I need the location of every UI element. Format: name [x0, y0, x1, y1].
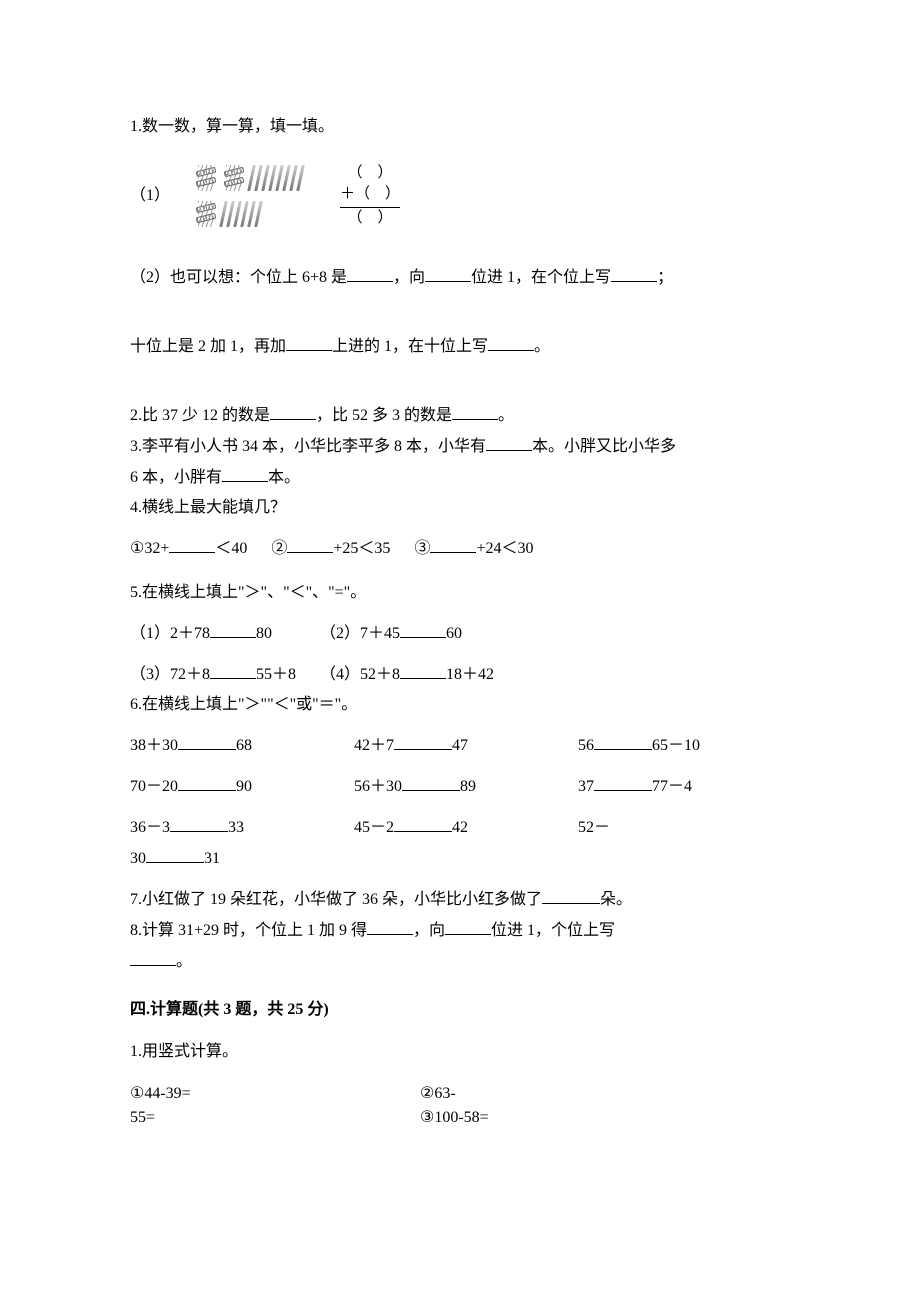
q6-row3b: 3031 — [130, 846, 790, 871]
q6-title: 6.在横线上填上"＞""＜"或"＝"。 — [130, 693, 790, 717]
fill-blank[interactable] — [400, 662, 446, 679]
fill-blank[interactable] — [222, 465, 268, 482]
q1-title: 1.数一数，算一算，填一填。 — [130, 115, 790, 139]
fill-blank[interactable] — [402, 774, 460, 791]
q8-line1: 8.计算 31+29 时，个位上 1 加 9 得，向位进 1，个位上写 — [130, 918, 790, 943]
bundle-icon — [194, 201, 218, 227]
fill-blank[interactable] — [270, 403, 316, 420]
paren-right: ） — [378, 210, 393, 226]
q5-row1: （1）2＋7880 （2）7＋4560 — [130, 621, 790, 646]
q6-row2: 70－2090 56＋3089 3777－4 — [130, 774, 790, 799]
fill-blank[interactable] — [594, 733, 652, 750]
q4-items: ①32+＜40 ②+25＜35 ③+24＜30 — [130, 536, 790, 561]
q1-sub1-num: （1） — [130, 184, 170, 208]
q7: 7.小红做了 19 朵红花，小华做了 36 朵，小华比小红多做了朵。 — [130, 887, 790, 912]
bundle-icon — [194, 165, 218, 191]
calc-item-1: ①44-39= — [130, 1082, 420, 1106]
q4-title: 4.横线上最大能填几？ — [130, 496, 790, 520]
fill-blank[interactable] — [394, 815, 452, 832]
q1-sub1: （1） （ ） ＋（ ） — [130, 163, 790, 229]
fill-blank[interactable] — [210, 662, 256, 679]
q1-sticks-row-top — [194, 165, 302, 191]
bundle-icon — [222, 165, 246, 191]
fill-blank[interactable] — [425, 265, 471, 282]
q1-sub2-line1: （2）也可以想：个位上 6+8 是，向位进 1，在个位上写； — [130, 265, 790, 290]
stick-icon — [254, 201, 263, 227]
calc-item-2a: ②63- — [420, 1082, 630, 1106]
q2: 2.比 37 少 12 的数是，比 52 多 3 的数是。 — [130, 403, 790, 428]
fill-blank[interactable] — [367, 918, 413, 935]
fill-blank[interactable] — [146, 846, 204, 863]
paren-right: ） — [378, 165, 393, 181]
fill-blank[interactable] — [130, 949, 176, 966]
section4-q1-title: 1.用竖式计算。 — [130, 1040, 790, 1064]
fill-blank[interactable] — [178, 733, 236, 750]
fill-blank[interactable] — [170, 815, 228, 832]
paren-left: （ — [348, 210, 363, 226]
q5-row2: （3）72＋855＋8 （4）52＋818＋42 — [130, 662, 790, 687]
stick-icon — [296, 165, 305, 191]
q1-vertical-math: （ ） ＋（ ） （ ） — [330, 163, 410, 229]
fill-blank[interactable] — [286, 334, 332, 351]
fill-blank[interactable] — [452, 403, 498, 420]
fill-blank[interactable] — [347, 265, 393, 282]
section4-q1-row2: 55= ③100-58= — [130, 1106, 790, 1130]
q3-line2: 6 本，小胖有本。 — [130, 465, 790, 490]
fill-blank[interactable] — [210, 621, 256, 638]
fill-blank[interactable] — [594, 774, 652, 791]
fill-blank[interactable] — [488, 334, 534, 351]
calc-item-2b: 55= — [130, 1106, 170, 1130]
paren-left: （ — [348, 165, 363, 181]
q1-sticks — [194, 165, 302, 227]
fill-blank[interactable] — [445, 918, 491, 935]
q1-sub2-line2: 十位上是 2 加 1，再加上进的 1，在十位上写。 — [130, 334, 790, 359]
q3-line1: 3.李平有小人书 34 本，小华比李平多 8 本，小华有本。小胖又比小华多 — [130, 434, 790, 459]
fill-blank[interactable] — [611, 265, 657, 282]
fill-blank[interactable] — [169, 536, 215, 553]
paren-right: ） — [385, 186, 400, 202]
q8-line2: 。 — [130, 949, 790, 974]
section4-title: 四.计算题(共 3 题，共 25 分) — [130, 998, 790, 1022]
fill-blank[interactable] — [394, 733, 452, 750]
fill-blank[interactable] — [178, 774, 236, 791]
fill-blank[interactable] — [287, 536, 333, 553]
q6-row3: 36－333 45－242 52－ — [130, 815, 790, 840]
fill-blank[interactable] — [400, 621, 446, 638]
plus-paren: ＋（ — [340, 186, 370, 202]
q6-row1: 38＋3068 42＋747 5665－10 — [130, 733, 790, 758]
section4-q1-row: ①44-39= ②63- — [130, 1082, 790, 1106]
calc-item-3: ③100-58= — [420, 1106, 489, 1130]
q5-title: 5.在横线上填上"＞"、"＜"、"="。 — [130, 581, 790, 605]
fill-blank[interactable] — [430, 536, 476, 553]
q1-sticks-row-bottom — [194, 201, 302, 227]
fill-blank[interactable] — [486, 434, 532, 451]
fill-blank[interactable] — [542, 887, 600, 904]
